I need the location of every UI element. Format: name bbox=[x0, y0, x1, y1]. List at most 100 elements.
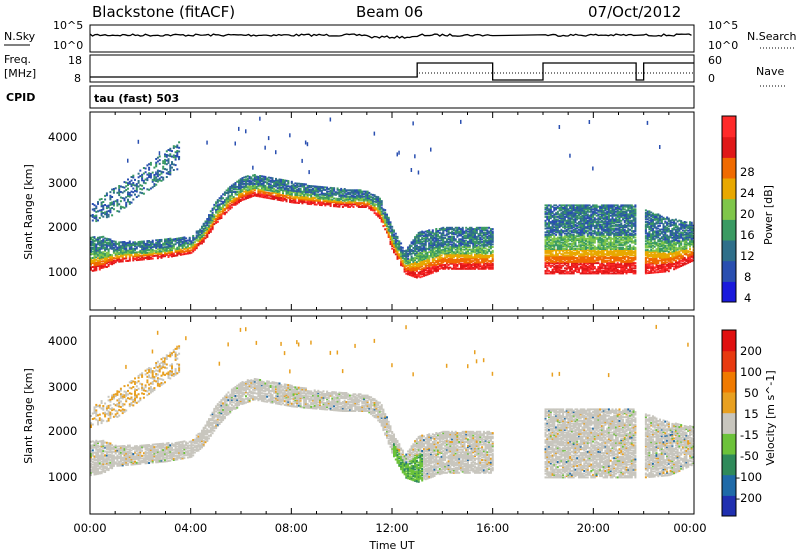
echo-cell bbox=[322, 195, 325, 198]
echo-cell bbox=[220, 213, 223, 216]
echo-cell bbox=[430, 255, 432, 258]
echo-cell bbox=[452, 233, 455, 236]
echo-cell bbox=[556, 254, 559, 257]
echo-cell bbox=[565, 258, 568, 261]
echo-cell bbox=[546, 268, 549, 271]
echo-cell bbox=[334, 193, 337, 196]
echo-cell bbox=[162, 242, 165, 245]
echo-cell bbox=[118, 247, 121, 250]
echo-cell bbox=[229, 200, 232, 202]
echo-cell bbox=[579, 259, 582, 262]
echo-cell bbox=[553, 260, 556, 263]
echo-cell bbox=[326, 194, 329, 197]
echo-cell bbox=[165, 239, 168, 242]
echo-cell bbox=[482, 233, 485, 236]
echo-cell bbox=[290, 191, 293, 193]
echo-cell bbox=[181, 250, 184, 253]
echo-cell bbox=[160, 170, 163, 173]
echo-cell bbox=[565, 236, 568, 239]
echo-cell bbox=[130, 250, 133, 253]
echo-cell bbox=[95, 264, 98, 266]
echo-cell bbox=[393, 241, 395, 244]
echo-cell bbox=[475, 237, 478, 239]
echo-cell bbox=[415, 263, 418, 266]
echo-cell bbox=[431, 264, 434, 266]
echo-cell bbox=[467, 242, 469, 245]
echo-cell bbox=[199, 242, 202, 245]
echo-cell bbox=[118, 241, 121, 244]
echo-cell bbox=[442, 226, 445, 229]
echo-cell bbox=[456, 256, 459, 259]
echo-cell bbox=[169, 245, 172, 248]
echo-cell bbox=[400, 257, 403, 260]
echo-cell bbox=[246, 182, 249, 185]
echo-cell bbox=[165, 253, 168, 256]
echo-cell bbox=[460, 266, 462, 269]
echo-cell bbox=[407, 249, 410, 251]
echo-cell bbox=[386, 231, 388, 234]
echo-cell bbox=[171, 150, 173, 153]
echo-cell bbox=[570, 242, 573, 245]
echo-cell bbox=[338, 198, 341, 200]
echo-cell bbox=[95, 251, 98, 254]
echo-cell bbox=[433, 242, 436, 245]
echo-cell bbox=[585, 207, 587, 209]
echo-cell bbox=[486, 258, 489, 261]
echo-cell bbox=[349, 195, 351, 198]
echo-cell bbox=[549, 204, 552, 207]
echo-cell bbox=[456, 247, 459, 250]
echo-cell bbox=[431, 267, 434, 270]
echo-cell bbox=[562, 207, 565, 209]
echo-cell bbox=[266, 187, 269, 190]
echo-cell bbox=[241, 196, 244, 199]
echo-cell bbox=[435, 246, 438, 248]
echo-cell bbox=[165, 252, 168, 255]
echo-cell bbox=[574, 242, 577, 245]
echo-cell bbox=[578, 267, 580, 270]
echo-cell bbox=[544, 242, 547, 245]
echo-cell bbox=[558, 207, 561, 209]
echo-cell bbox=[329, 204, 332, 207]
echo-cell bbox=[477, 243, 480, 246]
echo-cell bbox=[278, 195, 281, 198]
echo-cell bbox=[218, 217, 221, 220]
echo-cell bbox=[452, 265, 455, 268]
echo-cell bbox=[391, 241, 394, 244]
echo-cell bbox=[414, 249, 417, 251]
echo-cell bbox=[472, 248, 475, 251]
echo-cell bbox=[322, 199, 325, 202]
echo-cell bbox=[556, 219, 559, 222]
echo-cell bbox=[562, 210, 565, 213]
echo-cell bbox=[377, 214, 380, 217]
echo-cell bbox=[165, 172, 168, 175]
echo-cell bbox=[100, 264, 103, 267]
echo-cell bbox=[301, 202, 304, 205]
echo-cell bbox=[287, 192, 290, 195]
echo-cell bbox=[396, 250, 399, 253]
echo-cell bbox=[415, 276, 418, 279]
echo-cell bbox=[171, 242, 173, 245]
echo-cell bbox=[315, 198, 318, 201]
echo-cell bbox=[407, 254, 410, 257]
echo-cell bbox=[320, 193, 323, 196]
echo-cell bbox=[141, 240, 144, 243]
echo-cell bbox=[548, 255, 550, 258]
echo-cell bbox=[417, 234, 420, 237]
echo-cell bbox=[570, 248, 573, 250]
echo-cell bbox=[116, 199, 119, 202]
echo-cell bbox=[148, 246, 151, 249]
echo-cell bbox=[345, 189, 348, 192]
echo-cell bbox=[135, 243, 138, 246]
echo-cell bbox=[414, 273, 417, 276]
echo-cell bbox=[111, 255, 114, 258]
echo-cell bbox=[230, 200, 233, 202]
echo-cell bbox=[232, 203, 235, 206]
echo-cell bbox=[149, 246, 152, 249]
echo-cell bbox=[544, 271, 547, 274]
echo-cell bbox=[548, 235, 550, 238]
echo-cell bbox=[447, 237, 450, 239]
echo-cell bbox=[472, 228, 475, 231]
echo-cell bbox=[433, 269, 436, 272]
echo-cell bbox=[211, 215, 214, 218]
echo-cell bbox=[586, 253, 589, 256]
